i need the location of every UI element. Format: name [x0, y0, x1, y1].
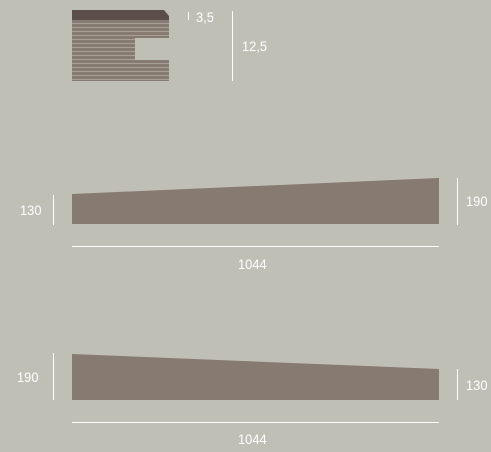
profile-core-lines — [72, 23, 169, 80]
ramp-up-length-line — [72, 246, 439, 247]
ramp-down-board — [72, 354, 439, 400]
ramp-down-length-label: 1044 — [238, 431, 267, 447]
ramp-down-left-height-line — [53, 353, 54, 400]
ramp-up-length-label: 1044 — [238, 256, 267, 272]
total-thickness-dimension-line — [232, 11, 233, 81]
ramp-up-board — [72, 178, 439, 224]
ramp-down-length-line — [72, 422, 439, 423]
top-thickness-dimension-line — [188, 12, 189, 20]
board-profile-section — [72, 10, 169, 81]
ramp-up-left-height-line — [53, 195, 54, 225]
profile-top-layer — [72, 10, 169, 20]
ramp-up-right-height-line — [457, 178, 458, 225]
total-thickness-label: 12,5 — [242, 38, 268, 54]
ramp-down-left-height-label: 190 — [17, 369, 39, 385]
top-thickness-label: 3,5 — [196, 9, 214, 25]
ramp-down-right-height-line — [457, 369, 458, 400]
ramp-up-left-height-label: 130 — [20, 202, 42, 218]
ramp-up-right-height-label: 190 — [466, 193, 488, 209]
ramp-down-right-height-label: 130 — [466, 377, 488, 393]
